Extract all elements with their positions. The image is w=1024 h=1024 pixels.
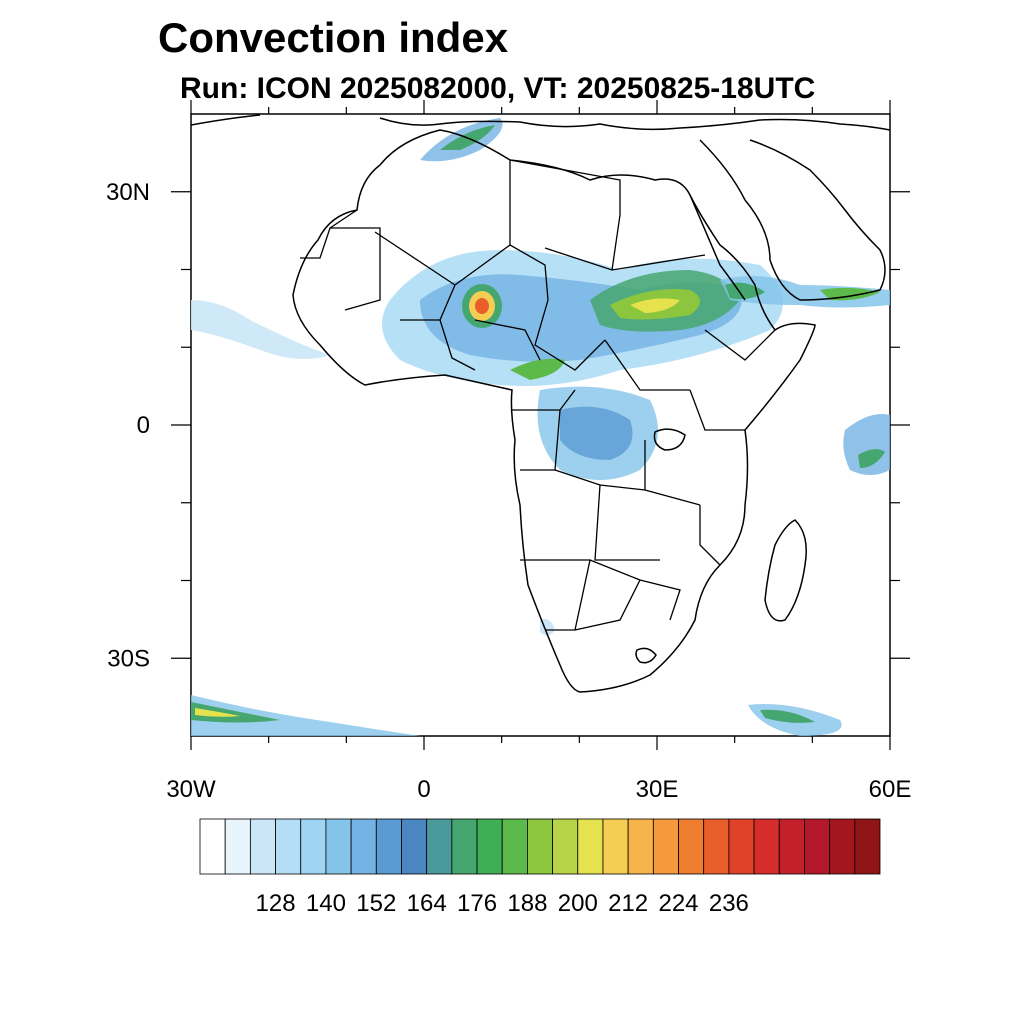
colorbar-swatch: [249, 818, 276, 875]
colorbar: 128 140 152 164 176 188 200 212 224 236: [199, 818, 881, 917]
colorbar-label: 224: [658, 890, 698, 917]
map-title: Convection index: [158, 14, 509, 61]
colorbar-swatch: [375, 818, 402, 875]
colorbar-swatch: [804, 818, 831, 875]
colorbar-swatch: [401, 818, 428, 875]
lat-tick-label: 0: [137, 412, 150, 439]
colorbar-label: 176: [457, 890, 497, 917]
colorbar-label: 188: [507, 890, 547, 917]
country-borders: [300, 159, 776, 631]
colorbar-swatch: [325, 818, 352, 875]
colorbar-swatch: [552, 818, 579, 875]
convection-field: [191, 118, 890, 736]
colorbar-label: 236: [709, 890, 749, 917]
colorbar-swatch: [854, 818, 881, 875]
colorbar-label: 200: [558, 890, 598, 917]
colorbar-swatch: [426, 818, 453, 875]
colorbar-swatch: [275, 818, 302, 875]
lon-tick-label: 60E: [869, 776, 912, 803]
colorbar-swatch: [753, 818, 780, 875]
lon-tick-label: 0: [417, 776, 430, 803]
colorbar-swatch: [300, 818, 327, 875]
colorbar-swatch: [350, 818, 377, 875]
colorbar-swatch: [829, 818, 856, 875]
colorbar-label: 140: [306, 890, 346, 917]
colorbar-swatch: [501, 818, 528, 875]
colorbar-label: 164: [407, 890, 447, 917]
colorbar-swatch: [527, 818, 553, 875]
map-subtitle: Run: ICON 2025082000, VT: 20250825-18UTC: [180, 72, 816, 105]
colorbar-label: 212: [608, 890, 648, 917]
colorbar-swatch: [627, 818, 654, 875]
colorbar-swatch: [577, 818, 604, 875]
colorbar-swatch: [703, 818, 730, 875]
axis-ticks: 30W 0 30E 60E 30N 0 30S: [106, 100, 911, 803]
colorbar-swatch: [199, 818, 226, 875]
colorbar-swatch: [451, 818, 478, 875]
lat-tick-label: 30S: [107, 645, 150, 672]
colorbar-swatch: [224, 818, 251, 875]
colorbar-swatch: [778, 818, 805, 875]
lon-tick-label: 30E: [636, 776, 679, 803]
colorbar-label: 152: [356, 890, 396, 917]
lat-tick-label: 30N: [106, 179, 150, 206]
colorbar-swatch: [678, 818, 705, 875]
colorbar-swatch: [476, 818, 503, 875]
colorbar-swatch: [728, 818, 755, 875]
lon-tick-label: 30W: [166, 776, 216, 803]
colorbar-swatch: [602, 818, 629, 875]
colorbar-swatch: [652, 818, 679, 875]
colorbar-label: 128: [256, 890, 296, 917]
